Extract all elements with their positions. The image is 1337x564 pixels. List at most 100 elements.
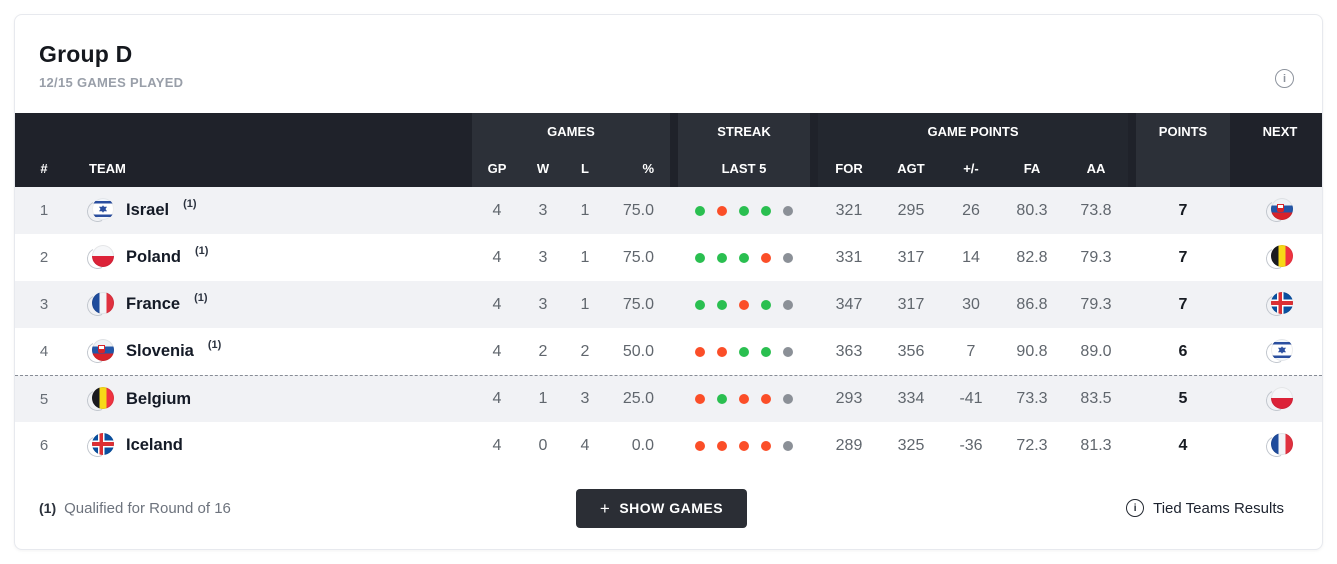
spacer: [1230, 376, 1238, 422]
for-cell: 363: [835, 342, 863, 360]
iceland-flag-icon: [1270, 292, 1293, 314]
column-header-w: W: [522, 150, 564, 187]
team-cell: France (1): [73, 281, 472, 328]
page-title: Group D: [39, 41, 133, 67]
win-dot: [739, 252, 749, 263]
spacer: [1230, 113, 1238, 150]
gp-cell: 4: [492, 201, 502, 219]
show-games-label: SHOW GAMES: [619, 500, 724, 516]
agt-cell: 317: [897, 248, 925, 266]
loss-dot: [761, 394, 771, 404]
spacer: [810, 113, 818, 150]
next-cell: [1238, 281, 1322, 328]
fa-cell: 82.8: [1016, 248, 1048, 266]
info-icon: i: [1126, 499, 1145, 517]
france-flag-icon: [1270, 433, 1293, 455]
slovenia-flag-icon: [92, 339, 114, 361]
israel-flag-icon: [1270, 339, 1293, 361]
next-cell: [1238, 187, 1322, 234]
column-header-for: FOR: [818, 150, 880, 187]
spacer: [670, 150, 678, 187]
for-cell: 289: [835, 436, 863, 454]
group-header-game-points: GAME POINTS: [818, 113, 1128, 150]
losses-cell: 3: [580, 390, 590, 407]
gp-cell: 4: [492, 295, 502, 313]
spacer: [810, 234, 818, 281]
show-games-button[interactable]: + SHOW GAMES: [575, 488, 748, 528]
agt-cell: 325: [897, 436, 925, 454]
games-played-subtitle: 12/15 GAMES PLAYED: [39, 75, 184, 90]
fa-cell: 80.3: [1016, 201, 1048, 219]
aa-cell: 73.8: [1080, 201, 1112, 219]
loss-dot: [695, 394, 705, 404]
next-cell: [1238, 234, 1322, 281]
win-dot: [739, 205, 749, 216]
for-cell: 321: [835, 201, 863, 219]
column-header-team: TEAM: [89, 161, 126, 176]
points-cell: 7: [1178, 248, 1188, 266]
team-name: Slovenia: [126, 342, 194, 360]
spacer: [1128, 113, 1136, 150]
win-pct-cell: 25.0: [622, 390, 654, 407]
fa-cell: 72.3: [1016, 436, 1048, 454]
note-mark: (1): [39, 499, 57, 516]
wins-cell: 3: [538, 248, 548, 266]
losses-cell: 1: [580, 295, 590, 313]
qualified-superscript: (1): [183, 197, 197, 210]
rank-cell: 1: [39, 202, 49, 219]
column-header-next-empty: [1238, 150, 1322, 187]
info-icon[interactable]: i: [1275, 69, 1294, 88]
loss-dot: [739, 440, 749, 451]
win-dot: [717, 394, 727, 404]
column-header-l: L: [564, 150, 606, 187]
tied-teams-results-link[interactable]: i Tied Teams Results: [747, 499, 1284, 517]
streak-cell: [678, 376, 810, 422]
streak-cell: [678, 234, 810, 281]
belgium-flag-icon: [1270, 245, 1293, 267]
fa-cell: 86.8: [1016, 295, 1048, 313]
win-dot: [761, 346, 771, 357]
qualified-superscript: (1): [195, 244, 209, 257]
group-header-streak: STREAK: [678, 113, 810, 150]
table-row[interactable]: 3 France (1) 4 3 1 75.0 347 317 30 86.8 …: [15, 281, 1322, 328]
table-row[interactable]: 1 Israel (1) 4 3 1 75.0 321 295 26 80.3 …: [15, 187, 1322, 234]
column-header-plus-minus: +/-: [942, 150, 1000, 187]
table-row[interactable]: 4 Slovenia (1) 4 2 2 50.0 363 356 7 90.8…: [15, 328, 1322, 375]
wins-cell: 2: [538, 342, 548, 360]
qualified-superscript: (1): [194, 291, 208, 304]
spacer: [1230, 422, 1238, 469]
gp-cell: 4: [492, 390, 502, 407]
france-flag-icon: [92, 292, 114, 314]
table-row[interactable]: 6 Iceland 4 0 4 0.0 289 325 -36 72.3 81.…: [15, 422, 1322, 469]
spacer: [1230, 150, 1238, 187]
aa-cell: 81.3: [1080, 436, 1112, 454]
aa-cell: 79.3: [1080, 248, 1112, 266]
gp-cell: 4: [492, 248, 502, 266]
belgium-flag-icon: [92, 386, 114, 409]
table-row[interactable]: 5 Belgium 4 1 3 25.0 293 334 -41 73.3 83…: [15, 375, 1322, 422]
next-cell: [1238, 422, 1322, 469]
next-opponent-flag-icon: [1262, 433, 1293, 460]
group-header-points: POINTS: [1136, 113, 1230, 150]
loss-dot: [717, 205, 727, 216]
streak-cell: [678, 328, 810, 375]
team-flag-icon: [84, 339, 114, 366]
agt-cell: 334: [897, 390, 925, 407]
spacer: [1128, 328, 1136, 375]
table-row[interactable]: 2 Poland (1) 4 3 1 75.0 331 317 14 82.8 …: [15, 234, 1322, 281]
team-name: France: [126, 295, 181, 313]
loss-dot: [717, 346, 727, 357]
team-flag-icon: [84, 245, 114, 272]
spacer: [670, 328, 678, 375]
aa-cell: 79.3: [1080, 295, 1112, 313]
next-opponent-flag-icon: [1262, 292, 1293, 319]
points-cell: 7: [1178, 201, 1188, 219]
spacer: [670, 234, 678, 281]
empty-dot: [783, 394, 793, 404]
loss-dot: [739, 299, 749, 310]
fa-cell: 73.3: [1016, 390, 1048, 407]
win-pct-cell: 50.0: [622, 342, 654, 360]
streak-cell: [678, 187, 810, 234]
team-name: Belgium: [126, 389, 192, 408]
team-name: Poland: [126, 248, 182, 266]
